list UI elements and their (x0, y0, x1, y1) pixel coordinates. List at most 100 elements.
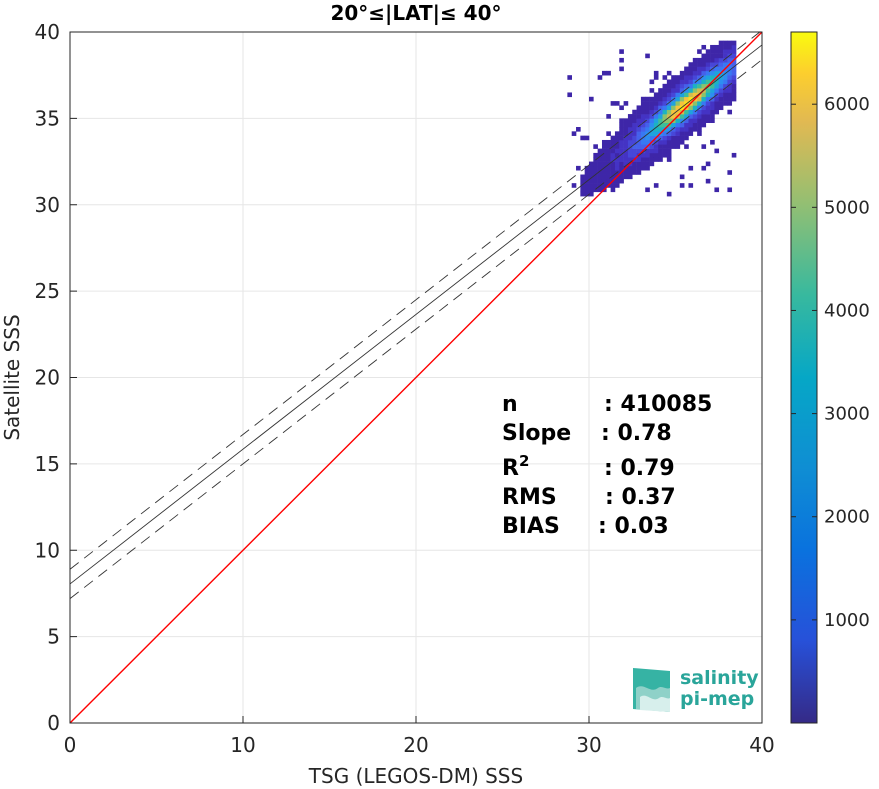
density-cell (714, 148, 720, 154)
density-cell (684, 118, 689, 123)
density-cell (675, 131, 681, 136)
density-cell (589, 161, 594, 167)
density-cell (623, 135, 629, 141)
density-cell (688, 122, 694, 128)
density-cell (688, 131, 694, 136)
density-cell (632, 165, 637, 171)
density-cell (632, 139, 637, 145)
density-cell (679, 79, 685, 85)
density-cell (705, 53, 711, 59)
density-cell (684, 135, 689, 141)
density-cell (645, 96, 650, 102)
line-fit (69, 44, 763, 585)
stat-label-text: Slope (502, 421, 571, 446)
density-cell (684, 114, 689, 119)
density-cell (705, 49, 711, 54)
density-cell (589, 174, 594, 180)
density-cell (632, 114, 637, 119)
density-cell (718, 57, 724, 63)
density-cell (701, 62, 707, 67)
density-cell (723, 101, 728, 106)
density-cell (666, 83, 672, 89)
density-cell (593, 144, 598, 149)
density-cell (576, 127, 581, 132)
density-cell (727, 75, 733, 80)
density-cell (580, 135, 585, 141)
density-cell (705, 92, 711, 98)
density-cell (675, 79, 681, 85)
density-cell (718, 66, 724, 72)
density-cell (567, 75, 572, 80)
density-cell (688, 109, 694, 115)
density-cell (662, 88, 668, 93)
density-cell (649, 114, 655, 119)
density-cell (649, 101, 655, 106)
density-cell (619, 66, 624, 72)
density-cell (640, 131, 646, 136)
density-cell (636, 118, 642, 123)
density-cell (632, 144, 637, 149)
density-cell (632, 122, 637, 128)
density-cell (606, 144, 611, 149)
density-cell (705, 79, 711, 85)
y-axis-ticks: 0 5 10 15 20 25 30 35 40 (35, 20, 77, 735)
density-cell (640, 127, 646, 132)
density-cell (692, 66, 698, 72)
density-cell (619, 178, 624, 184)
density-cell (727, 66, 733, 72)
density-cell (571, 183, 577, 188)
density-cell (632, 170, 637, 175)
x-tick-label: 0 (64, 733, 77, 757)
density-cell (705, 75, 711, 80)
density-cell (584, 174, 590, 180)
density-cell (692, 75, 698, 80)
density-cell (697, 109, 702, 115)
density-cell (632, 135, 637, 141)
density-cell (701, 66, 707, 72)
density-cell (649, 161, 655, 167)
density-cell (671, 109, 676, 115)
density-cell (636, 144, 642, 149)
density-cell (623, 139, 629, 145)
density-cell (675, 96, 681, 102)
density-cell (701, 83, 707, 89)
density-cell (610, 161, 616, 167)
density-cell (649, 152, 655, 158)
density-cell (684, 70, 689, 76)
density-cell (645, 157, 650, 162)
density-cell (723, 88, 728, 93)
density-cell (662, 114, 668, 119)
density-cell (580, 183, 585, 188)
density-cell (727, 101, 733, 106)
density-cell (710, 109, 715, 115)
density-cell (653, 183, 659, 188)
density-cell (645, 122, 650, 128)
density-cell (610, 183, 616, 188)
density-cell (666, 96, 672, 102)
density-cell (688, 105, 694, 111)
density-cell (653, 131, 659, 136)
density-cell (714, 66, 720, 72)
density-cell (679, 127, 685, 132)
density-cell (671, 127, 676, 132)
density-cell (697, 118, 702, 123)
density-cell (640, 165, 646, 171)
logo-line2: pi-mep (680, 688, 754, 710)
density-cell (636, 109, 642, 115)
density-cell (688, 96, 694, 102)
density-cell (606, 70, 611, 76)
density-cell (653, 96, 659, 102)
density-cell (623, 144, 629, 149)
density-cell (649, 122, 655, 128)
density-cell (597, 165, 603, 171)
density-cell (710, 118, 715, 123)
density-cell (697, 57, 702, 63)
colorbar-tick-label: 4000 (824, 300, 870, 321)
colorbar-tick-label: 5000 (824, 197, 870, 218)
density-cell (679, 75, 685, 80)
density-cell (675, 144, 681, 149)
density-cell (671, 114, 676, 119)
density-cell (697, 122, 702, 128)
density-cell (662, 135, 668, 141)
density-cell (714, 57, 720, 63)
